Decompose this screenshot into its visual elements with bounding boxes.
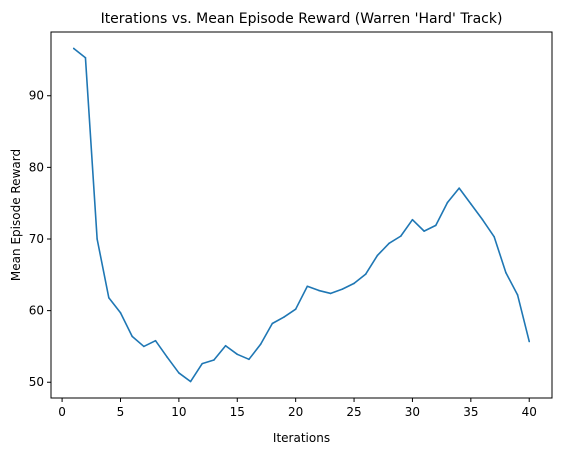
data-point	[388, 242, 390, 245]
data-point	[108, 296, 110, 299]
data-point	[411, 218, 414, 221]
data-point	[283, 316, 285, 318]
data-point	[84, 56, 87, 59]
data-point	[131, 335, 133, 338]
x-tick-label: 10	[171, 405, 186, 419]
y-tick-label: 80	[29, 160, 44, 174]
data-point	[143, 345, 145, 348]
x-tick-label: 15	[230, 405, 245, 419]
y-axis-ticks: 50 60 70 80 90	[29, 89, 51, 389]
x-axis-ticks: 0 5 10 15 20 25 30 35 40	[58, 398, 537, 419]
data-point	[154, 339, 157, 342]
data-point	[528, 340, 531, 343]
y-axis-label: Mean Episode Reward	[9, 149, 23, 281]
data-point	[458, 187, 460, 189]
data-point	[376, 254, 379, 257]
x-tick-label: 40	[522, 405, 537, 419]
data-point	[201, 362, 204, 365]
data-point	[306, 285, 309, 288]
data-point	[236, 353, 239, 356]
data-point	[248, 358, 250, 361]
data-point	[470, 203, 472, 205]
x-axis-label: Iterations	[273, 431, 330, 445]
data-point	[423, 230, 425, 232]
data-point	[213, 359, 215, 361]
data-point	[178, 372, 180, 374]
data-point	[271, 322, 274, 325]
plot-frame	[50, 31, 553, 399]
data-point	[399, 235, 402, 237]
data-point	[166, 356, 168, 358]
data-point	[341, 288, 344, 290]
series-line	[72, 47, 531, 383]
data-point	[516, 294, 519, 296]
data-point	[364, 273, 367, 275]
data-point	[446, 201, 449, 204]
data-point	[294, 308, 297, 310]
x-tick-label: 20	[288, 405, 303, 419]
data-point	[353, 282, 355, 285]
x-tick-label: 25	[346, 405, 361, 419]
data-point	[189, 380, 192, 383]
y-tick-label: 60	[29, 304, 44, 318]
data-point	[435, 224, 437, 227]
y-tick-label: 70	[29, 232, 44, 246]
data-point	[318, 289, 320, 292]
x-tick-label: 5	[117, 405, 125, 419]
y-tick-label: 90	[29, 89, 44, 103]
data-point	[493, 236, 495, 238]
x-tick-label: 0	[58, 405, 66, 419]
series-layer	[72, 47, 531, 383]
data-point	[224, 344, 227, 347]
data-point	[329, 292, 332, 295]
y-tick-label: 50	[29, 375, 44, 389]
x-tick-label: 35	[463, 405, 478, 419]
data-point	[505, 271, 507, 274]
chart-title: Iterations vs. Mean Episode Reward (Warr…	[101, 11, 503, 27]
data-point	[96, 238, 98, 240]
data-point	[72, 47, 75, 50]
data-point	[119, 311, 122, 314]
x-tick-label: 30	[405, 405, 420, 419]
data-point	[481, 218, 484, 221]
data-point	[259, 343, 262, 346]
